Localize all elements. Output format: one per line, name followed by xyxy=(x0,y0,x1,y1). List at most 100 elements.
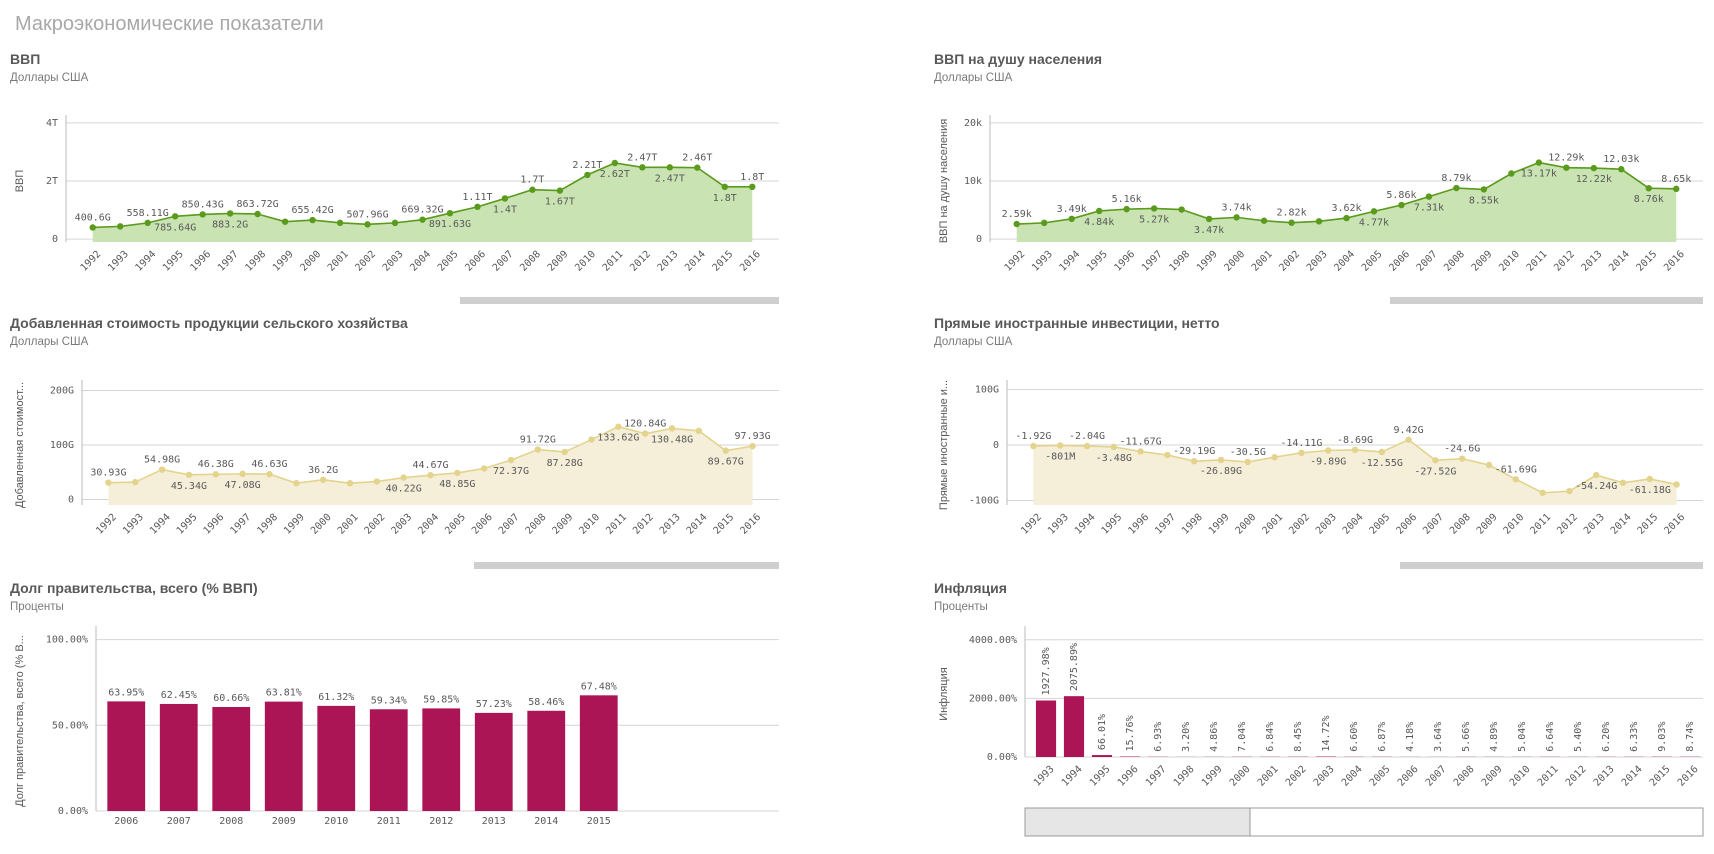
scrollbar[interactable] xyxy=(460,297,779,304)
data-label: 120.84G xyxy=(624,419,666,430)
x-tick-label: 1993 xyxy=(1030,249,1055,274)
y-tick-label: 200G xyxy=(50,385,74,396)
data-label: 785.64G xyxy=(154,222,196,233)
x-tick-label: 1996 xyxy=(202,512,227,537)
data-label: 40.22G xyxy=(386,484,422,495)
x-tick-label: 2016 xyxy=(1662,249,1687,274)
scrollbar[interactable] xyxy=(1390,297,1703,304)
x-tick-label: 2011 xyxy=(377,816,401,827)
y-tick-label: 50.00% xyxy=(52,720,88,731)
data-label: 6.84% xyxy=(1265,722,1276,752)
point xyxy=(612,160,618,166)
x-tick-label: 2015 xyxy=(712,512,737,537)
point xyxy=(1405,437,1411,443)
x-tick-label: 2012 xyxy=(631,512,656,537)
x-tick-label: 2002 xyxy=(353,249,378,274)
point xyxy=(1057,442,1063,448)
data-label: 5.16k xyxy=(1112,194,1142,205)
data-label: 4.84k xyxy=(1084,217,1114,228)
x-tick-label: 2007 xyxy=(1421,512,1446,537)
x-tick-label: 2011 xyxy=(1525,249,1550,274)
x-tick-label: 2003 xyxy=(1312,764,1337,789)
point xyxy=(1432,457,1438,463)
chart-subtitle: Проценты xyxy=(934,601,988,613)
data-label: 1.4T xyxy=(493,204,517,215)
x-tick-label: 2010 xyxy=(324,816,348,827)
data-label: 6.87% xyxy=(1377,722,1388,752)
data-label: 4.18% xyxy=(1405,722,1416,752)
data-label: 48.85G xyxy=(439,479,475,490)
x-tick-label: 1999 xyxy=(1207,512,1232,537)
data-label: 66.01% xyxy=(1097,714,1108,750)
mini-chart-window[interactable] xyxy=(1250,808,1703,836)
chart-title: Прямые иностранные инвестиции, нетто xyxy=(934,315,1220,331)
data-label: 8.45% xyxy=(1293,722,1304,752)
point xyxy=(227,210,233,216)
chart-subtitle: Доллары США xyxy=(934,72,1013,84)
data-label: 44.67G xyxy=(412,460,448,471)
point xyxy=(1233,214,1239,220)
data-label: 12.03k xyxy=(1603,154,1639,165)
data-label: 9.03% xyxy=(1657,722,1668,752)
x-tick-label: 1998 xyxy=(255,512,280,537)
point xyxy=(213,471,219,477)
point xyxy=(1673,481,1679,487)
x-tick-label: 2015 xyxy=(1648,764,1673,789)
chart-subtitle: Проценты xyxy=(10,601,64,613)
x-tick-label: 2009 xyxy=(551,512,576,537)
scrollbar[interactable] xyxy=(1400,562,1703,569)
y-tick-label: 4T xyxy=(46,118,58,129)
point xyxy=(1646,185,1652,191)
point xyxy=(1111,444,1117,450)
data-label: -801M xyxy=(1045,451,1075,462)
data-label: 8.79k xyxy=(1441,173,1471,184)
x-tick-label: 1996 xyxy=(1116,764,1141,789)
point xyxy=(1426,193,1432,199)
data-label: 45.34G xyxy=(171,481,207,492)
y-axis-title: Прямые иностранные и... xyxy=(938,380,950,510)
data-label: 3.64% xyxy=(1433,722,1444,752)
scrollbar[interactable] xyxy=(474,562,779,569)
point xyxy=(337,220,343,226)
point xyxy=(694,164,700,170)
x-tick-label: 2006 xyxy=(1396,764,1421,789)
point xyxy=(1566,488,1572,494)
data-label: 5.04% xyxy=(1517,722,1528,752)
data-label: 89.67G xyxy=(708,457,744,468)
x-tick-label: 1992 xyxy=(1019,512,1044,537)
data-label: 4.77k xyxy=(1359,217,1389,228)
x-tick-label: 2003 xyxy=(1314,512,1339,537)
data-label: 400.6G xyxy=(75,212,111,223)
x-tick-label: 2001 xyxy=(336,512,361,537)
data-label: 8.74% xyxy=(1685,722,1696,752)
data-label: 6.93% xyxy=(1153,722,1164,752)
x-tick-label: 1998 xyxy=(1167,249,1192,274)
data-label: 4.89% xyxy=(1489,722,1500,752)
data-label: 1927.98% xyxy=(1041,647,1052,695)
point xyxy=(320,477,326,483)
point xyxy=(1673,186,1679,192)
x-tick-label: 2008 xyxy=(1448,512,1473,537)
point xyxy=(239,471,245,477)
data-label: 1.67T xyxy=(545,197,575,208)
data-label: 15.76% xyxy=(1125,715,1136,751)
data-label: 5.86k xyxy=(1386,190,1416,201)
x-tick-label: 2001 xyxy=(1260,512,1285,537)
x-tick-label: 1993 xyxy=(121,512,146,537)
x-tick-label: 2006 xyxy=(114,816,138,827)
point xyxy=(1486,462,1492,468)
x-tick-label: 2009 xyxy=(546,249,571,274)
data-label: 63.95% xyxy=(108,687,144,698)
x-tick-label: 2014 xyxy=(1620,764,1645,789)
chart-subtitle: Доллары США xyxy=(10,336,89,348)
data-label: -61.18G xyxy=(1629,485,1671,496)
point xyxy=(392,220,398,226)
point xyxy=(145,220,151,226)
point xyxy=(186,472,192,478)
x-tick-label: 2015 xyxy=(1636,512,1661,537)
data-label: 62.45% xyxy=(161,690,197,701)
y-tick-label: 20k xyxy=(964,118,982,129)
x-tick-label: 1994 xyxy=(148,512,173,537)
x-tick-label: 2007 xyxy=(167,816,191,827)
x-tick-label: 2012 xyxy=(1564,764,1589,789)
